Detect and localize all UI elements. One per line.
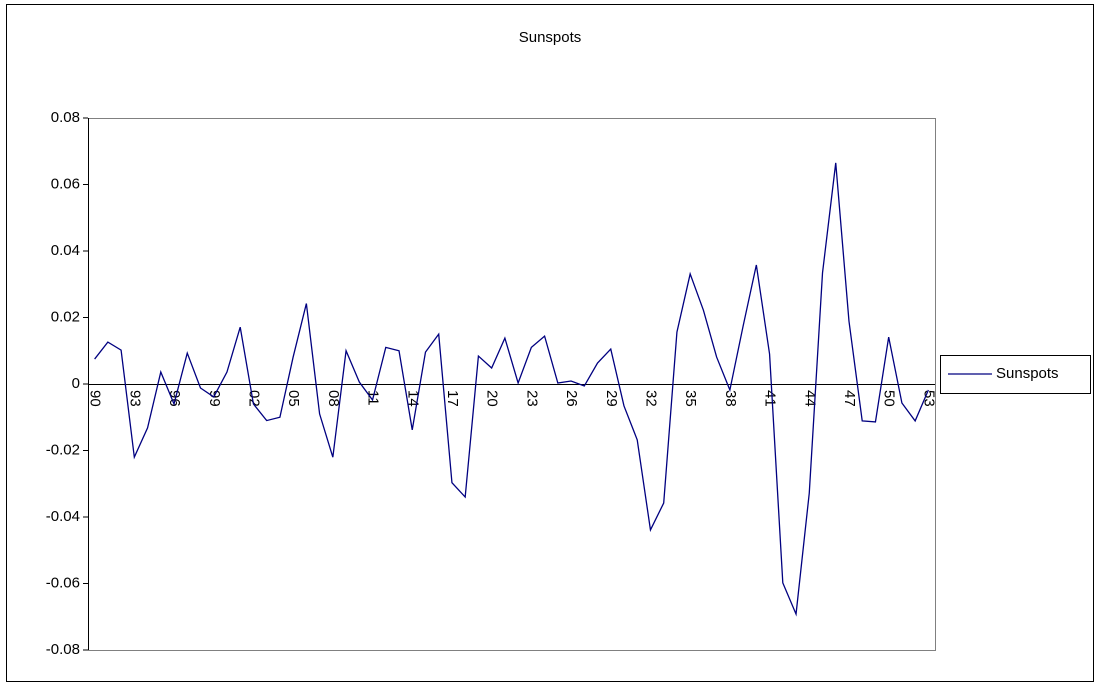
y-tick-label: 0.06: [51, 175, 80, 192]
chart-title: Sunspots: [519, 29, 582, 46]
y-tick-label: 0: [72, 375, 80, 392]
x-tick-label: 93: [126, 390, 143, 407]
x-tick-label: 23: [523, 390, 540, 407]
x-tick-label: 17: [444, 390, 461, 407]
x-tick-label: 44: [801, 390, 818, 407]
legend-label: Sunspots: [996, 365, 1059, 382]
x-tick-label: 38: [722, 390, 739, 407]
y-tick-label: -0.04: [46, 508, 80, 525]
series-line: [94, 162, 929, 617]
y-tick-label: 0.04: [51, 242, 80, 259]
x-tick-label: 50: [881, 390, 898, 407]
x-tick-label: 29: [603, 390, 620, 407]
x-tick-label: 32: [642, 390, 659, 407]
x-tick-label: 53: [920, 390, 937, 407]
x-tick-label: 90: [87, 390, 104, 407]
x-tick-label: 35: [682, 390, 699, 407]
x-tick-label: 41: [762, 390, 779, 407]
x-tick-label: 08: [325, 390, 342, 407]
x-tick-label: 47: [841, 390, 858, 407]
x-tick-label: 02: [245, 390, 262, 407]
x-tick-label: 99: [206, 390, 223, 407]
y-tick-label: 0.08: [51, 109, 80, 126]
x-tick-label: 20: [484, 390, 501, 407]
y-tick-label: -0.02: [46, 441, 80, 458]
y-tick-label: -0.08: [46, 641, 80, 658]
y-tick-label: -0.06: [46, 574, 80, 591]
x-tick-label: 26: [563, 390, 580, 407]
x-tick-label: 05: [285, 390, 302, 407]
y-tick-label: 0.02: [51, 308, 80, 325]
